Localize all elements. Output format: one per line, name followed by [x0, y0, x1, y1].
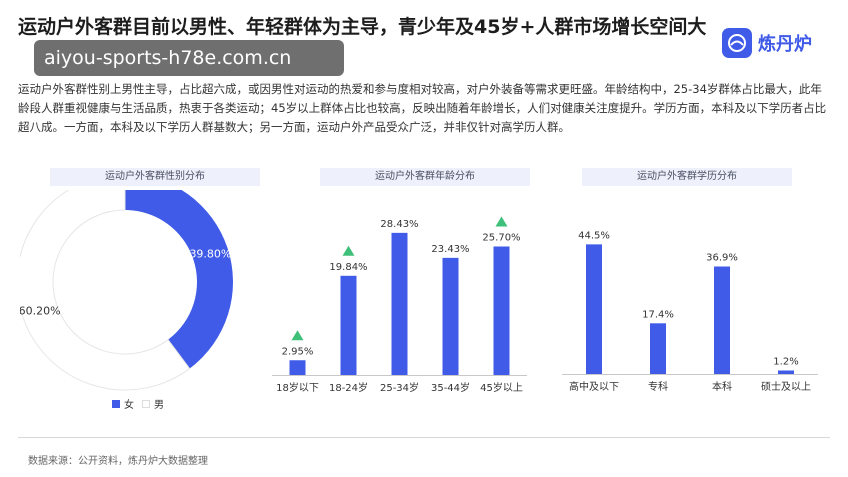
bar-value-label-3: 23.43% [431, 244, 469, 255]
legend-label-female: 女 [124, 400, 134, 411]
education-chart-title: 运动户外客群学历分布 [582, 168, 792, 186]
bar-1 [340, 275, 357, 375]
bar-value-label-1: 19.84% [329, 262, 367, 273]
legend-swatch-male [142, 399, 150, 408]
category-label-0: 高中及以下 [569, 380, 619, 393]
gender-legend: 女 男 [112, 396, 164, 411]
bar-value-label-0: 2.95% [282, 346, 314, 357]
category-label-0: 18岁以下 [276, 381, 319, 394]
up-marker-1 [342, 245, 355, 256]
donut-label-female: 39.80% [189, 248, 231, 261]
gender-donut-chart: 39.80% 60.20% [20, 190, 233, 391]
up-marker-0 [291, 330, 304, 341]
category-label-4: 45岁以上 [480, 381, 523, 394]
bar-0 [289, 360, 306, 375]
brand-name: 炼丹炉 [758, 34, 812, 55]
category-label-2: 25-34岁 [380, 381, 419, 394]
legend-label-male: 男 [154, 400, 164, 411]
education-bar-chart: 44.5% 高中及以下 17.4% 专科 36.9% 本科 1.2% 硕士及以上 [562, 230, 818, 393]
brand: 炼丹炉 [722, 26, 840, 60]
bar-value-label-3: 1.2% [773, 357, 798, 368]
bar-4 [493, 246, 510, 375]
donut-slice-female [125, 190, 233, 369]
bar-2 [714, 266, 730, 374]
up-marker-4 [495, 216, 508, 227]
bar-value-label-4: 25.70% [482, 233, 520, 244]
bar-2 [391, 232, 408, 375]
gender-chart-title: 运动户外客群性别分布 [50, 168, 260, 186]
bar-3 [442, 257, 459, 375]
legend-swatch-female [112, 399, 120, 408]
category-label-3: 35-44岁 [431, 381, 470, 394]
watermark: aiyou-sports-h78e.com.cn [34, 40, 344, 76]
bar-3 [778, 370, 794, 374]
donut-label-male: 60.20% [20, 304, 61, 317]
bar-1 [650, 323, 666, 374]
category-label-1: 18-24岁 [329, 381, 368, 394]
bar-value-label-1: 17.4% [642, 309, 674, 320]
footer-divider [18, 437, 830, 438]
bar-0 [586, 244, 602, 374]
category-label-1: 专科 [648, 380, 668, 393]
age-bar-chart: 2.95% 18岁以下 19.84% 18-24岁 28.43% 25-34岁 23.43%… [272, 216, 527, 394]
data-logo-icon [722, 28, 752, 58]
bar-value-label-0: 44.5% [578, 230, 610, 241]
page-title: 运动户外客群目前以男性、年轻群体为主导，青少年及45岁+人群市场增长空间大 [18, 16, 707, 38]
data-source: 数据来源：公开资料，炼丹炉大数据整理 [28, 456, 208, 467]
age-chart-title: 运动户外客群年龄分布 [320, 168, 530, 186]
bar-value-label-2: 36.9% [706, 253, 738, 264]
bar-value-label-2: 28.43% [380, 219, 418, 230]
donut-slice-male [20, 190, 191, 391]
category-label-3: 硕士及以上 [761, 380, 811, 393]
category-label-2: 本科 [712, 380, 732, 393]
description: 运动户外客群性别上男性主导，占比超六成，或因男性对运动的热爱和参与度相对较高，对… [18, 82, 827, 134]
logo-glyph [728, 34, 746, 52]
